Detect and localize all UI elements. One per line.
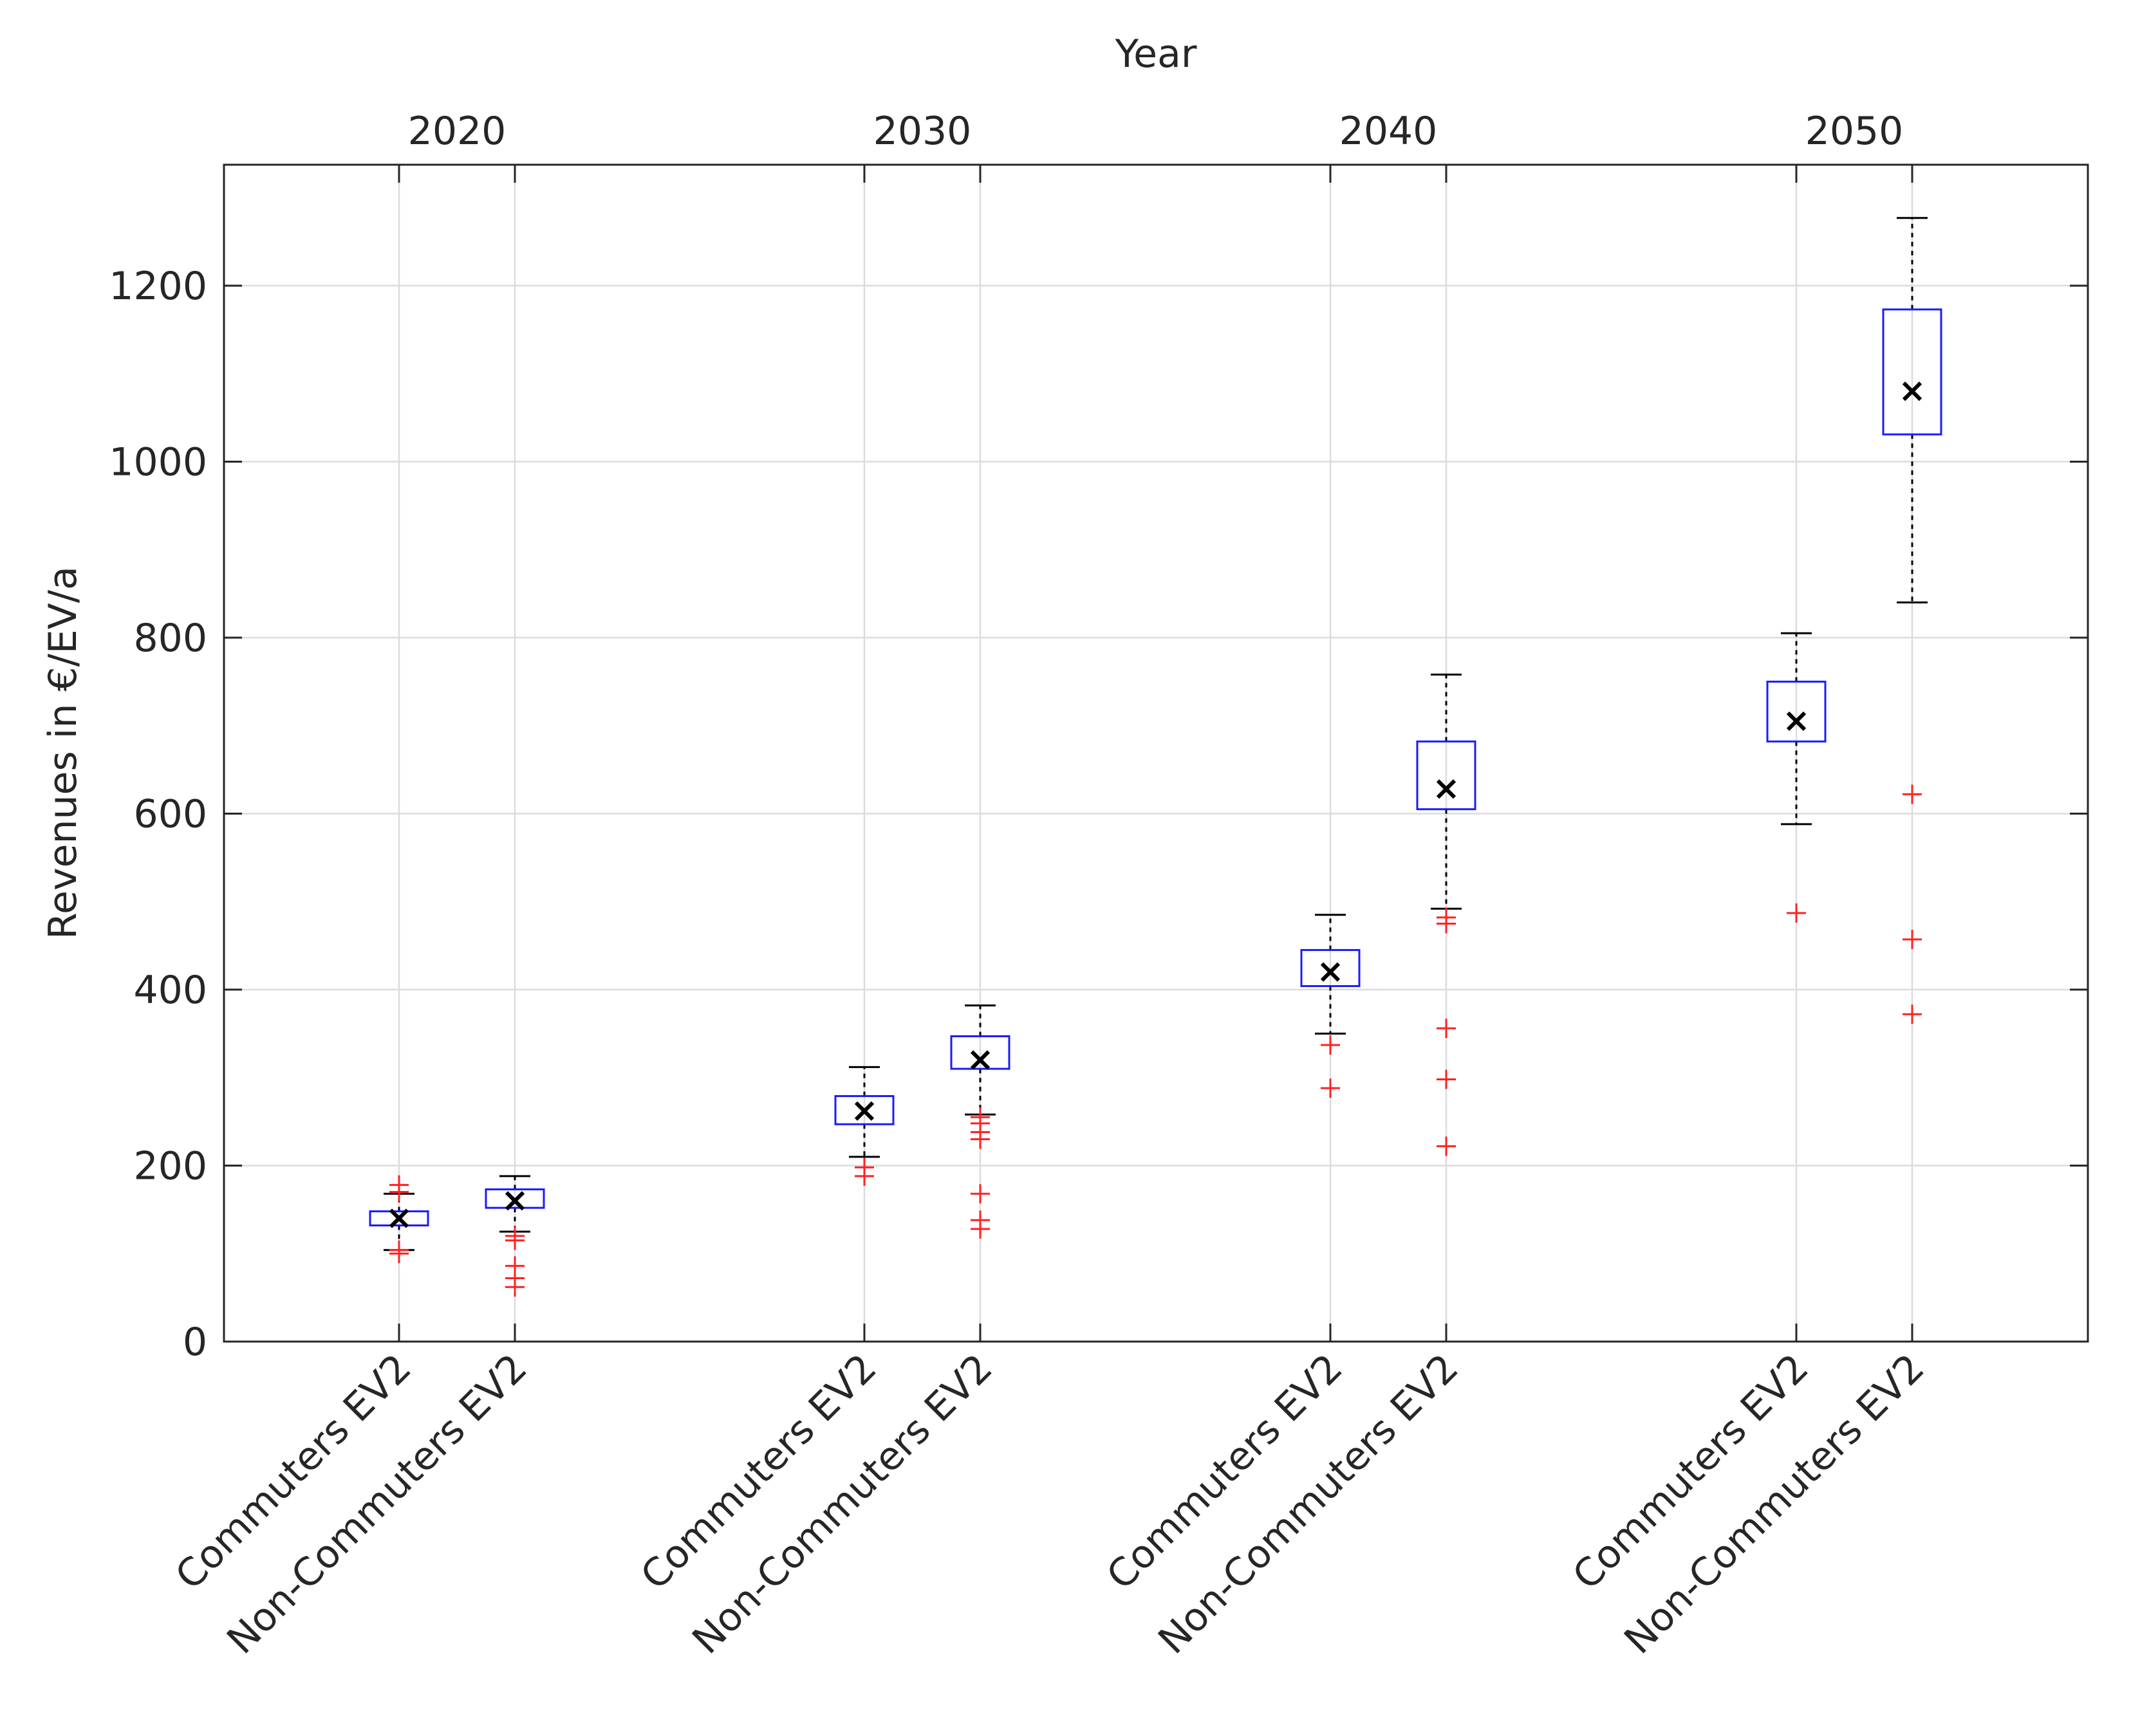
mean-marker	[1902, 381, 1922, 402]
iqr-box	[950, 1035, 1010, 1070]
plot-frame	[223, 163, 2089, 1343]
year-label: 2050	[1805, 109, 1904, 154]
iqr-box	[1882, 308, 1942, 436]
boxes	[369, 217, 1942, 1297]
year-label: 2040	[1339, 109, 1438, 154]
year-label: 2030	[873, 109, 972, 154]
y-tick-label: 1200	[109, 264, 207, 309]
iqr-box	[1766, 680, 1827, 743]
iqr-box	[369, 1210, 429, 1226]
year-label: 2020	[408, 109, 507, 154]
mean-marker	[1786, 711, 1807, 732]
iqr-box	[1416, 740, 1476, 811]
y-tick-label: 400	[133, 968, 207, 1013]
top-x-axis: 2020 2030 2040 2050	[408, 109, 1904, 154]
mean-marker	[854, 1101, 875, 1121]
top-x-axis-title: Year	[1114, 32, 1196, 77]
iqr-box	[1300, 948, 1361, 988]
grid	[224, 165, 2088, 1342]
iqr-box	[834, 1094, 895, 1125]
mean-marker	[1320, 962, 1341, 982]
mean-marker	[389, 1208, 409, 1228]
y-tick-label: 0	[183, 1320, 207, 1365]
y-tick-label: 200	[133, 1144, 207, 1189]
y-axis: 0 200 400 600 800 1000 1200	[109, 165, 2088, 1365]
y-tick-label: 800	[133, 616, 207, 661]
mean-marker	[1436, 779, 1456, 799]
y-tick-label: 600	[133, 792, 207, 837]
mean-marker	[505, 1191, 525, 1211]
y-axis-title: Revenues in €/EV/a	[41, 566, 86, 939]
y-tick-label: 1000	[109, 440, 207, 485]
iqr-box	[485, 1188, 545, 1209]
mean-marker	[970, 1050, 991, 1070]
